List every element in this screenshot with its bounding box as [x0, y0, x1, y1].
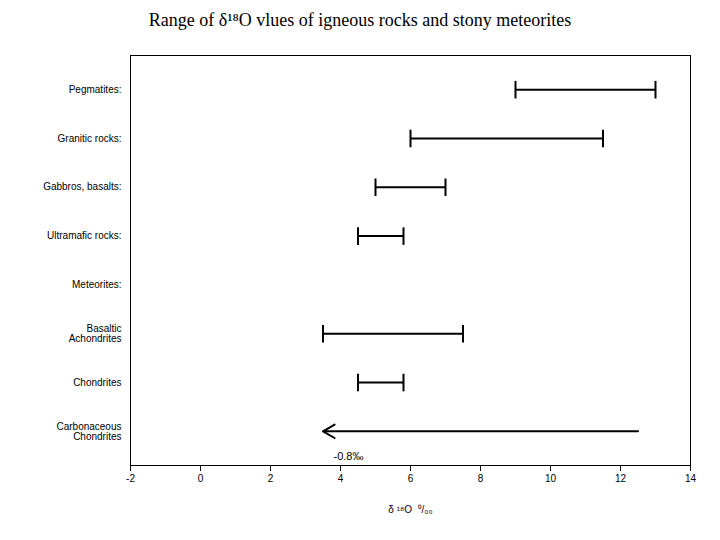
svg-text:Ultramafic rocks:: Ultramafic rocks: [47, 230, 121, 241]
svg-text:6: 6 [408, 473, 414, 484]
svg-text:Pegmatites:: Pegmatites: [69, 84, 122, 95]
svg-text:4: 4 [338, 473, 344, 484]
html-text:Range of δ¹⁸O vlues of igneous: Range of δ¹⁸O vlues of igneous rocks and… [148, 10, 572, 30]
svg-text:BasalticAchondrites: BasalticAchondrites [69, 323, 122, 344]
svg-text:-2: -2 [126, 473, 135, 484]
svg-text:12: 12 [615, 473, 627, 484]
svg-text:8: 8 [478, 473, 484, 484]
svg-text:-0.8‰: -0.8‰ [334, 450, 364, 462]
svg-text:14: 14 [685, 473, 697, 484]
svg-text:0: 0 [198, 473, 204, 484]
svg-text:2: 2 [268, 473, 274, 484]
svg-text:Gabbros, basalts:: Gabbros, basalts: [43, 181, 121, 192]
svg-text:Meteorites:: Meteorites: [72, 279, 121, 290]
svg-text:Chondrites: Chondrites [73, 377, 121, 388]
svg-text:δ ¹⁸O ⁰/₀₀: δ ¹⁸O ⁰/₀₀ [388, 504, 432, 515]
svg-text:Granitic rocks:: Granitic rocks: [58, 133, 122, 144]
svg-text:CarbonaceousChondrites: CarbonaceousChondrites [56, 421, 121, 442]
svg-text:10: 10 [545, 473, 557, 484]
